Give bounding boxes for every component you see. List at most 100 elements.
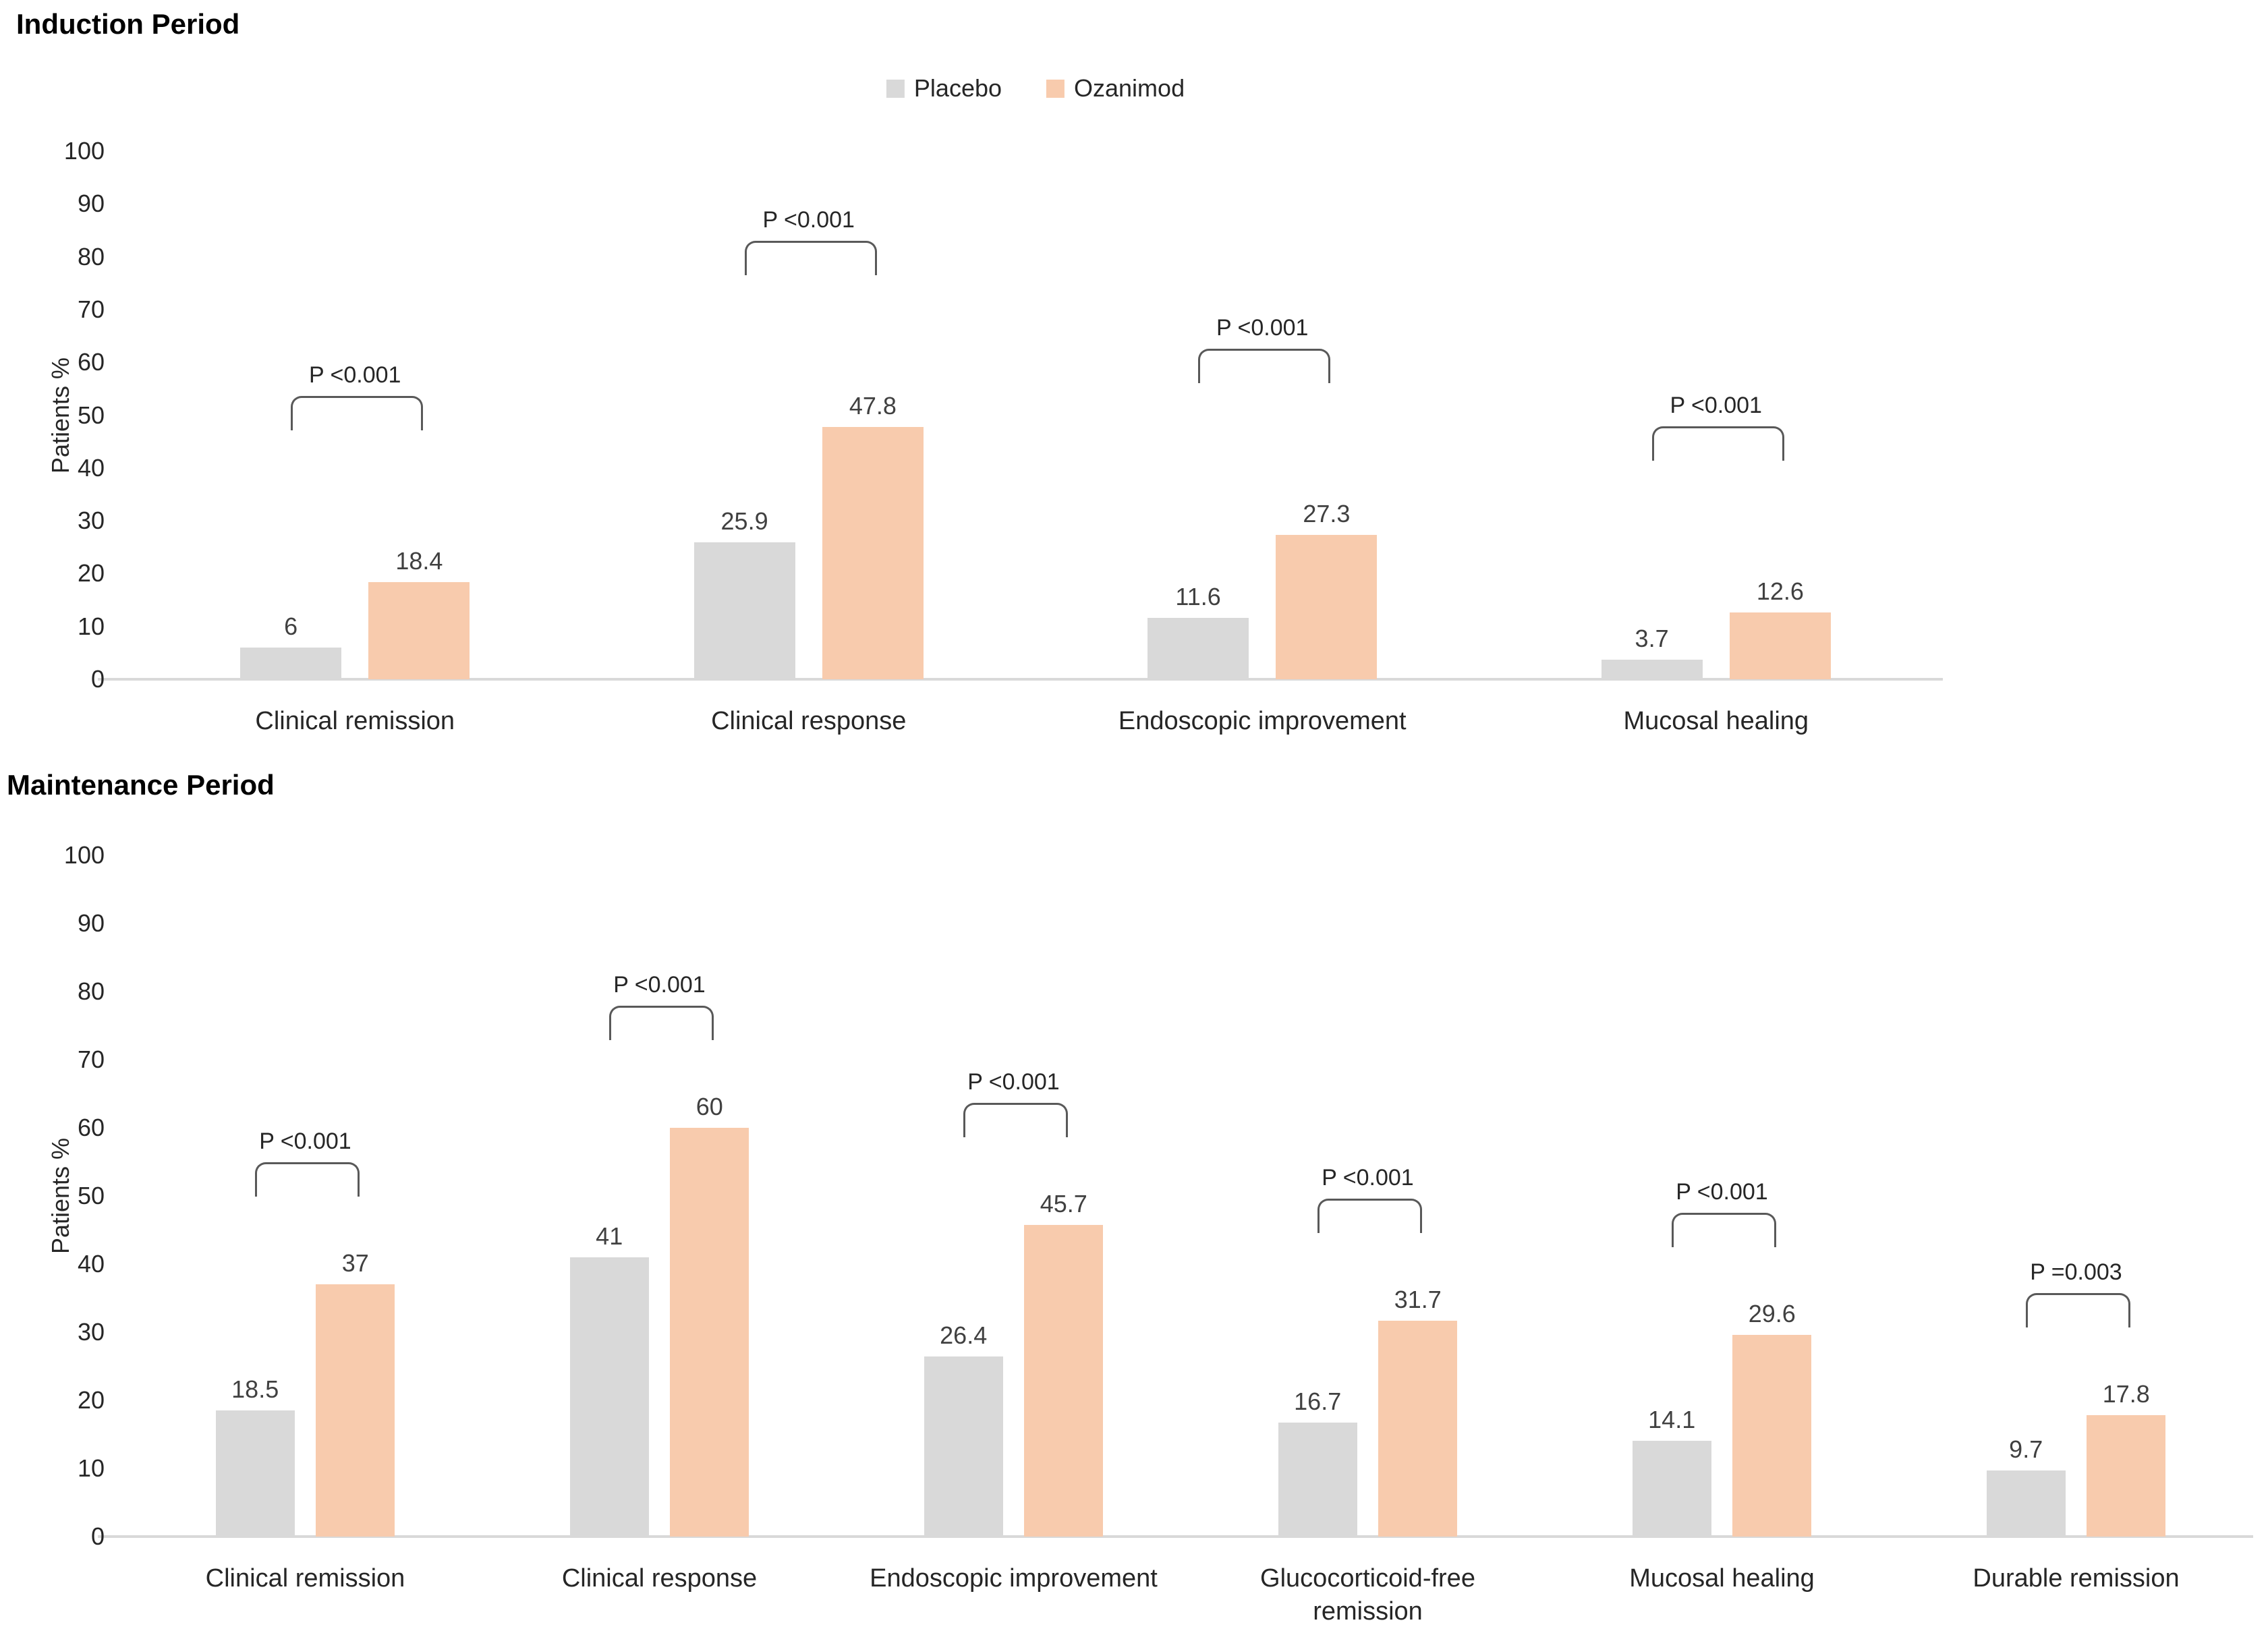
ozanimod-bar [1024,1225,1104,1537]
placebo-bar [1632,1440,1711,1537]
placebo-bar [1278,1423,1357,1537]
y-axis-tick-label: 90 [77,909,105,937]
maintenance-chart-title: Maintenance Period [7,769,275,801]
p-value-label: P =0.003 [2030,1259,2122,1286]
ozanimod-value-label: 27.3 [1303,500,1351,528]
placebo-value-label: 6 [284,612,298,641]
category-label: Clinical response [711,707,907,735]
ozanimod-value-label: 60 [696,1093,723,1120]
significance-bracket [1317,1198,1422,1233]
significance-bracket [255,1162,360,1197]
ozanimod-value-label: 12.6 [1756,577,1804,606]
y-axis-tick-label: 70 [77,1046,105,1073]
y-axis-tick-label: 100 [63,137,105,165]
y-axis-tick-label: 80 [77,977,105,1005]
placebo-bar [693,542,795,679]
ozanimod-bar [822,426,924,679]
placebo-value-label: 25.9 [720,507,768,536]
y-axis-tick-label: 70 [77,295,105,323]
legend-label-placebo: Placebo [913,74,1002,102]
ozanimod-bar [1378,1320,1458,1537]
y-axis-tick-label: 0 [90,1522,105,1550]
category-label: Mucosal healing [1629,1564,1815,1593]
ozanimod-bar [2087,1415,2166,1537]
p-value-label: P <0.001 [1322,1164,1414,1191]
p-value-label: P <0.001 [762,206,855,233]
y-axis-tick-label: 30 [77,1318,105,1346]
y-axis-tick-label: 40 [77,453,105,482]
significance-bracket [1198,349,1331,384]
ozanimod-value-label: 29.6 [1748,1300,1796,1328]
p-value-label: P <0.001 [1676,1179,1768,1205]
ozanimod-value-label: 17.8 [2102,1380,2150,1408]
y-axis-tick-label: 10 [77,1454,105,1482]
ozanimod-bar [670,1128,749,1537]
significance-bracket [2026,1293,2130,1328]
placebo-bar [569,1257,649,1537]
placebo-bar [240,648,342,679]
y-axis-tick-label: 20 [77,1386,105,1414]
ozanimod-value-label: 37 [341,1249,369,1278]
placebo-value-label: 18.5 [231,1375,279,1404]
category-label: Clinical response [561,1564,758,1593]
placebo-value-label: 26.4 [940,1321,988,1350]
placebo-value-label: 9.7 [2009,1435,2043,1464]
y-axis-tick-label: 30 [77,507,105,535]
placebo-bar [1601,660,1703,679]
y-axis-tick-label: 10 [77,612,105,640]
ozanimod-bar [316,1284,395,1537]
y-axis-tick-label: 50 [77,401,105,429]
ozanimod-swatch-icon [1046,79,1065,98]
ozanimod-bar [1729,612,1831,679]
category-label: Mucosal healing [1623,707,1809,735]
significance-bracket [1651,426,1784,461]
x-axis-line [98,1535,2253,1538]
category-label: Durable remission [1973,1564,2180,1593]
y-axis-tick-label: 60 [77,1114,105,1141]
p-value-label: P <0.001 [967,1069,1060,1095]
placebo-bar [1986,1470,2066,1537]
maintenance-plot-area: 0 10 20 30 40 50 60 70 80 90 100 Patients % 18.5 37 P … [47,841,2253,1626]
placebo-value-label: 16.7 [1294,1387,1342,1416]
category-label: Endoscopic improvement [1118,707,1407,735]
y-axis-title: Patients % [47,1137,74,1255]
placebo-value-label: 3.7 [1635,625,1669,653]
p-value-label: P <0.001 [1670,393,1762,419]
category-label: Clinical remission [205,1564,405,1593]
y-axis-tick-label: 0 [90,665,105,693]
placebo-bar [1147,618,1249,679]
induction-chart-title: Induction Period [16,8,240,40]
legend-item-placebo: Placebo [886,74,1002,103]
category-label: Glucocorticoid-free remission [1260,1564,1475,1626]
p-value-label: P <0.001 [309,362,401,388]
ozanimod-value-label: 31.7 [1394,1285,1442,1313]
y-axis-tick-label: 80 [77,242,105,270]
significance-bracket [963,1103,1068,1138]
significance-bracket [291,395,424,430]
category-label: Endoscopic improvement [870,1564,1158,1593]
y-axis-tick-label: 90 [77,190,105,218]
induction-plot-area: 0 10 20 30 40 50 60 70 80 90 100 Patients % 6 18.4 P <… [47,137,1943,735]
chart-legend: Placebo Ozanimod [886,74,1185,103]
y-axis-tick-label: 50 [77,1182,105,1209]
p-value-label: P <0.001 [259,1128,351,1155]
placebo-value-label: 41 [596,1222,623,1250]
placebo-bar [215,1410,295,1537]
placebo-swatch-icon [886,79,905,98]
ozanimod-value-label: 47.8 [849,391,897,420]
p-value-label: P <0.001 [613,972,706,998]
placebo-bar [924,1356,1003,1537]
y-axis-tick-label: 60 [77,348,105,376]
ozanimod-value-label: 18.4 [395,546,443,575]
p-value-label: P <0.001 [1216,315,1309,341]
significance-bracket [1672,1213,1776,1248]
y-axis-tick-label: 100 [63,841,105,869]
y-axis-tick-label: 40 [77,1250,105,1278]
y-axis-tick-label: 20 [77,559,105,588]
ozanimod-value-label: 45.7 [1040,1190,1087,1218]
significance-bracket [609,1006,714,1040]
legend-item-ozanimod: Ozanimod [1046,74,1185,103]
y-axis-title: Patients % [47,357,74,474]
ozanimod-bar [1732,1335,1812,1537]
legend-label-ozanimod: Ozanimod [1074,74,1185,102]
